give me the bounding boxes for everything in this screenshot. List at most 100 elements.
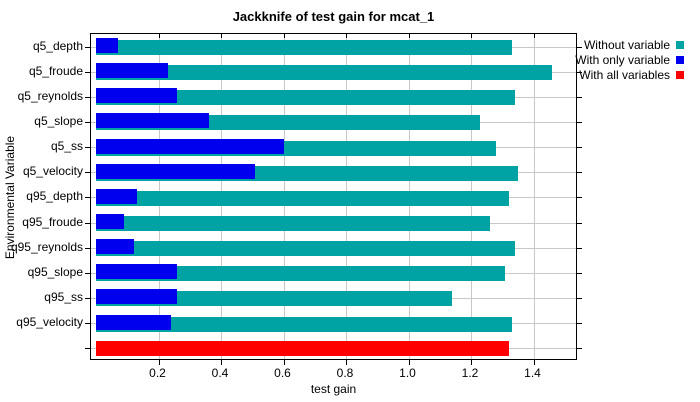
chart-row <box>85 210 582 235</box>
category-label: q5_depth <box>32 38 83 53</box>
x-tick-label: 0.2 <box>149 366 166 380</box>
legend-label: With only variable <box>575 52 670 67</box>
legend: Without variable With only variable With a… <box>575 37 684 82</box>
legend-entry: With all variables <box>578 67 684 82</box>
bar-with-only-variable <box>96 138 284 154</box>
category-tick-left <box>85 222 90 224</box>
category-tick-right <box>577 172 582 174</box>
x-tick-label: 1.4 <box>524 366 541 380</box>
chart-row <box>85 109 582 134</box>
category-tick-right <box>577 323 582 325</box>
x-tick-label: 0.4 <box>211 366 229 380</box>
legend-swatch <box>676 55 684 64</box>
bottom-tick-mark <box>346 360 347 365</box>
bar-without-variable <box>96 40 512 55</box>
chart-row <box>85 34 582 59</box>
x-tick-label: 0.6 <box>274 366 291 380</box>
top-tick-mark <box>283 34 285 38</box>
category-tick-left <box>85 46 90 48</box>
category-tick-left <box>85 197 90 199</box>
bar-without-variable <box>96 215 490 231</box>
bottom-tick-mark <box>533 360 535 365</box>
chart-row <box>85 260 582 285</box>
legend-label: Without variable <box>583 37 670 52</box>
category-tick-left <box>85 297 90 299</box>
top-tick-mark <box>346 34 347 38</box>
legend-swatch <box>676 70 684 79</box>
category-tick-left <box>85 172 90 174</box>
category-label: q95_depth <box>26 189 83 204</box>
bar-with-only-variable <box>96 113 209 129</box>
chart-row <box>85 185 582 210</box>
chart-row <box>85 84 582 109</box>
category-label <box>0 335 86 360</box>
category-tick-right <box>577 247 582 249</box>
legend-swatch <box>676 40 684 49</box>
bar-with-all-variables <box>96 340 509 356</box>
category-tick-right <box>577 297 582 299</box>
category-label: q95_froude <box>22 214 83 229</box>
x-tick-label: 1.2 <box>461 366 479 380</box>
chart-row <box>85 285 582 310</box>
chart-title: Jackknife of test gain for mcat_1 <box>232 9 435 24</box>
bottom-tick-mark <box>221 360 222 365</box>
x-axis-title: test gain <box>310 382 357 396</box>
category-tick-left <box>85 348 90 350</box>
bar-with-only-variable <box>96 88 178 104</box>
category-tick-right <box>577 121 582 123</box>
category-tick-right <box>577 272 582 274</box>
category-tick-left <box>85 323 90 325</box>
bar-with-only-variable <box>96 38 118 53</box>
bar-with-only-variable <box>96 314 171 330</box>
bottom-tick-mark <box>408 360 410 365</box>
plot-area <box>85 33 582 365</box>
top-tick-mark <box>408 34 410 38</box>
bar-with-only-variable <box>96 63 168 79</box>
category-label: q95_slope <box>27 264 83 279</box>
chart-row <box>85 235 582 260</box>
top-tick-mark <box>221 34 222 38</box>
category-label: q95_velocity <box>16 315 83 330</box>
category-tick-left <box>85 247 90 249</box>
category-tick-right <box>577 71 582 73</box>
bar-with-only-variable <box>96 239 134 255</box>
chart-row <box>85 160 582 185</box>
category-tick-left <box>85 147 90 149</box>
bar-without-variable <box>96 266 506 282</box>
bar-without-variable <box>96 90 515 106</box>
vertical-gridline <box>533 34 535 359</box>
bar-without-variable <box>96 291 453 307</box>
category-label: q5_ss <box>50 139 83 154</box>
bar-without-variable <box>96 316 512 332</box>
legend-entry: With only variable <box>575 52 684 67</box>
bottom-tick-mark <box>158 360 160 365</box>
category-tick-right <box>577 147 582 149</box>
bar-without-variable <box>96 190 509 206</box>
category-tick-left <box>85 121 90 123</box>
category-label: q5_froude <box>28 63 83 78</box>
category-axis-labels: q5_depth q5_froude q5_reynolds q5_slope q5_s… <box>0 33 86 360</box>
category-tick-left <box>85 96 90 98</box>
category-tick-left <box>85 71 90 73</box>
top-tick-mark <box>471 34 472 38</box>
category-tick-right <box>577 197 582 199</box>
bar-without-variable <box>96 241 515 257</box>
category-label: q95_ss <box>44 289 83 304</box>
category-tick-right <box>577 96 582 98</box>
category-label: q5_reynolds <box>17 88 83 103</box>
top-tick-mark <box>158 34 160 38</box>
chart-row <box>85 336 582 361</box>
chart-row <box>85 59 582 84</box>
category-label: q95_reynolds <box>10 239 83 254</box>
bar-without-variable <box>96 65 553 81</box>
category-tick-right <box>577 348 582 350</box>
bar-with-only-variable <box>96 264 178 280</box>
category-label: q5_velocity <box>22 164 83 179</box>
category-tick-left <box>85 272 90 274</box>
top-tick-mark <box>533 34 535 38</box>
bar-with-only-variable <box>96 289 178 305</box>
bar-with-only-variable <box>96 188 137 204</box>
x-tick-label: 1.0 <box>399 366 416 380</box>
x-tick-label: 0.8 <box>336 366 354 380</box>
